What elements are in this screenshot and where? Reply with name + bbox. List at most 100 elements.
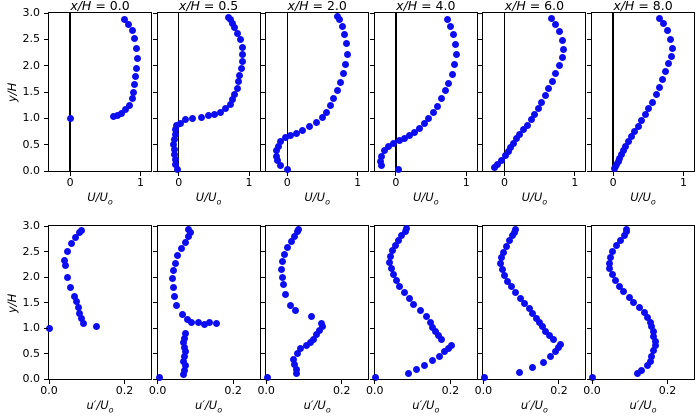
data-point (412, 365, 420, 373)
data-point (226, 101, 234, 109)
data-point (326, 102, 334, 110)
x-tick (395, 172, 397, 176)
data-point (389, 270, 397, 278)
subplot-row0-col0 (48, 12, 152, 172)
y-tick (261, 144, 266, 146)
y-tick (261, 302, 266, 303)
y-tick (587, 251, 591, 252)
data-point (512, 135, 520, 143)
zero-reference-line (503, 13, 506, 171)
data-point (558, 36, 566, 44)
y-tick (152, 91, 157, 93)
x-axis-label: U/Uo (87, 190, 113, 207)
data-point (386, 259, 394, 267)
y-tick (369, 144, 374, 146)
y-tick (261, 327, 266, 329)
data-point (638, 367, 646, 375)
data-point (170, 145, 178, 153)
x-tick-label: 0.0 (257, 384, 275, 397)
data-point (231, 90, 239, 98)
data-point (431, 328, 439, 336)
y-tick (587, 117, 591, 119)
data-point (512, 289, 519, 297)
data-point (398, 231, 406, 239)
data-point (283, 243, 291, 251)
data-point (184, 315, 192, 323)
data-point (71, 292, 79, 300)
data-point (656, 83, 664, 91)
y-tick (369, 38, 374, 40)
data-point (630, 299, 638, 306)
data-point (378, 162, 386, 170)
data-point (234, 78, 242, 86)
y-tick (478, 378, 483, 380)
data-point (180, 353, 188, 361)
data-point (643, 361, 651, 369)
y-tick (261, 276, 266, 278)
y-tick (152, 302, 157, 303)
data-point (77, 315, 85, 323)
data-point (330, 94, 338, 102)
x-axis-label: u′/Uo (303, 398, 331, 415)
data-point (433, 102, 441, 110)
data-point (282, 290, 290, 298)
y-tick (478, 65, 483, 67)
y-tick-label: 2.0 (22, 270, 41, 283)
data-point (280, 281, 288, 289)
data-point (173, 301, 181, 309)
x-tick (558, 380, 560, 384)
data-point (211, 111, 219, 119)
y-tick (369, 225, 374, 227)
x-tick (232, 380, 234, 384)
data-point (447, 341, 455, 349)
y-tick (44, 378, 48, 380)
y-tick (369, 12, 374, 14)
data-point (556, 340, 564, 348)
data-point (410, 300, 418, 308)
data-point (61, 257, 69, 265)
y-tick (587, 302, 591, 303)
data-point (277, 138, 285, 145)
data-point (318, 113, 326, 121)
y-tick (152, 353, 157, 354)
data-point (618, 151, 626, 159)
subplot-row1-col2 (263, 225, 370, 382)
x-axis-label: U/Uo (304, 190, 330, 207)
data-point (273, 157, 281, 165)
y-tick (152, 144, 157, 146)
data-point (170, 150, 178, 158)
data-point (452, 40, 460, 48)
data-point (385, 143, 393, 151)
data-point (173, 165, 181, 173)
x-tick (482, 380, 484, 384)
data-point (434, 332, 442, 340)
subplot-title: x/H = 0.0 (70, 0, 130, 13)
x-tick (504, 172, 505, 176)
y-tick (44, 276, 48, 278)
data-point (445, 79, 453, 87)
data-point (646, 318, 654, 326)
y-tick (587, 65, 591, 67)
data-point (667, 52, 675, 60)
data-point (648, 98, 656, 106)
data-point (491, 164, 499, 172)
y-tick (44, 327, 48, 329)
data-point (236, 72, 244, 80)
data-point (509, 232, 517, 240)
x-tick-label: 0 (501, 176, 508, 189)
x-tick (69, 172, 71, 176)
data-point (200, 321, 208, 329)
y-tick-label: 2.0 (22, 58, 41, 72)
y-tick (478, 91, 483, 93)
data-point (498, 265, 506, 273)
x-tick (357, 172, 359, 176)
data-point (302, 341, 310, 349)
data-point (170, 141, 178, 149)
data-point (337, 79, 345, 87)
data-point (403, 225, 411, 233)
data-point (548, 77, 556, 85)
data-point (180, 357, 188, 365)
data-point (609, 248, 617, 255)
x-tick-label: 0.0 (366, 384, 384, 397)
data-point (67, 283, 75, 291)
